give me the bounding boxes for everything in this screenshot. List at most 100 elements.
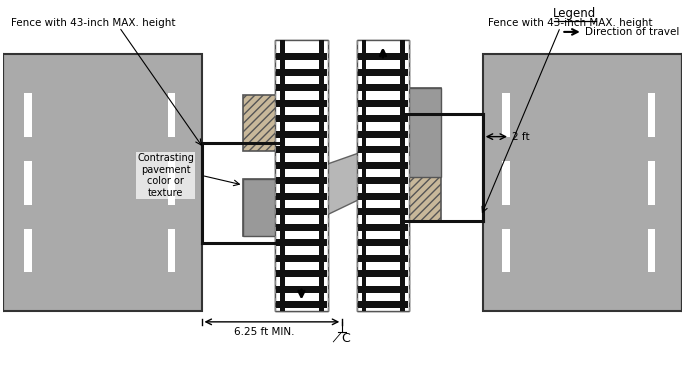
Bar bbox=[244, 95, 304, 151]
Bar bbox=[380, 88, 441, 141]
Bar bbox=[358, 286, 408, 293]
Bar bbox=[358, 162, 408, 169]
Bar bbox=[24, 93, 32, 137]
Bar bbox=[502, 93, 510, 137]
Bar bbox=[276, 146, 327, 153]
Bar bbox=[357, 39, 409, 311]
Bar bbox=[276, 286, 327, 293]
Bar bbox=[276, 239, 327, 246]
Bar bbox=[280, 39, 285, 311]
Bar bbox=[276, 53, 327, 60]
Bar bbox=[358, 115, 408, 122]
Bar bbox=[276, 239, 327, 246]
Bar bbox=[400, 39, 405, 311]
Bar bbox=[358, 224, 408, 231]
Bar bbox=[276, 115, 327, 122]
Bar bbox=[276, 131, 327, 138]
Bar bbox=[358, 84, 408, 91]
Bar bbox=[276, 301, 327, 308]
Bar bbox=[3, 54, 202, 311]
Bar bbox=[358, 301, 408, 308]
Bar bbox=[380, 168, 441, 221]
Polygon shape bbox=[284, 137, 405, 235]
Text: Legend: Legend bbox=[553, 7, 596, 20]
Bar bbox=[358, 255, 408, 262]
Bar bbox=[358, 255, 408, 262]
Bar bbox=[275, 39, 328, 311]
Bar bbox=[276, 224, 327, 231]
Bar bbox=[167, 93, 176, 137]
Bar bbox=[276, 193, 327, 200]
Bar bbox=[276, 255, 327, 262]
Bar bbox=[24, 229, 32, 272]
Text: Contrasting
pavement
color or
texture: Contrasting pavement color or texture bbox=[137, 153, 194, 198]
Bar bbox=[276, 162, 327, 169]
Bar bbox=[358, 146, 408, 153]
Bar bbox=[358, 208, 408, 215]
Bar bbox=[358, 146, 408, 153]
Bar bbox=[276, 208, 327, 215]
Bar bbox=[276, 84, 327, 91]
Bar bbox=[358, 100, 408, 107]
Bar bbox=[276, 255, 327, 262]
Bar bbox=[358, 193, 408, 200]
Bar bbox=[502, 161, 510, 204]
Bar bbox=[358, 239, 408, 246]
Bar bbox=[358, 177, 408, 184]
Text: $\mathsf{\not{C}}$: $\mathsf{\not{C}}$ bbox=[332, 331, 352, 344]
Bar bbox=[276, 69, 327, 76]
Bar bbox=[280, 39, 285, 311]
Bar bbox=[483, 54, 682, 311]
Bar bbox=[167, 161, 176, 204]
Bar bbox=[358, 69, 408, 76]
Bar bbox=[319, 39, 324, 311]
Bar bbox=[358, 100, 408, 107]
Bar bbox=[358, 239, 408, 246]
Bar bbox=[358, 131, 408, 138]
Bar bbox=[167, 229, 176, 272]
Bar bbox=[648, 93, 655, 137]
Bar bbox=[319, 39, 324, 311]
Bar bbox=[276, 177, 327, 184]
Bar bbox=[358, 270, 408, 277]
Bar bbox=[276, 177, 327, 184]
Bar bbox=[276, 100, 327, 107]
Bar bbox=[358, 53, 408, 60]
Polygon shape bbox=[244, 179, 323, 235]
Polygon shape bbox=[362, 88, 441, 177]
Bar bbox=[276, 115, 327, 122]
Bar bbox=[358, 84, 408, 91]
Bar bbox=[358, 162, 408, 169]
Bar bbox=[358, 208, 408, 215]
Bar bbox=[502, 229, 510, 272]
Bar bbox=[276, 53, 327, 60]
Text: Direction of travel: Direction of travel bbox=[584, 27, 679, 37]
Bar bbox=[358, 131, 408, 138]
Bar bbox=[276, 162, 327, 169]
Bar bbox=[24, 161, 32, 204]
Bar bbox=[357, 39, 409, 311]
Bar bbox=[358, 286, 408, 293]
Bar bbox=[276, 131, 327, 138]
Bar bbox=[362, 39, 366, 311]
Bar bbox=[276, 84, 327, 91]
Bar bbox=[276, 146, 327, 153]
Bar bbox=[358, 69, 408, 76]
Bar bbox=[358, 193, 408, 200]
Bar bbox=[276, 208, 327, 215]
Bar bbox=[358, 270, 408, 277]
Bar bbox=[276, 301, 327, 308]
Bar bbox=[276, 193, 327, 200]
Bar bbox=[358, 224, 408, 231]
Bar bbox=[358, 115, 408, 122]
Text: 6.25 ft MIN.: 6.25 ft MIN. bbox=[234, 327, 295, 337]
Bar bbox=[400, 39, 405, 311]
Text: Fence with 43-inch MAX. height: Fence with 43-inch MAX. height bbox=[10, 18, 175, 28]
Bar bbox=[358, 53, 408, 60]
Bar bbox=[648, 161, 655, 204]
Bar bbox=[276, 224, 327, 231]
Bar bbox=[276, 270, 327, 277]
Text: 2 ft: 2 ft bbox=[512, 132, 529, 142]
Bar bbox=[276, 270, 327, 277]
Bar bbox=[358, 177, 408, 184]
